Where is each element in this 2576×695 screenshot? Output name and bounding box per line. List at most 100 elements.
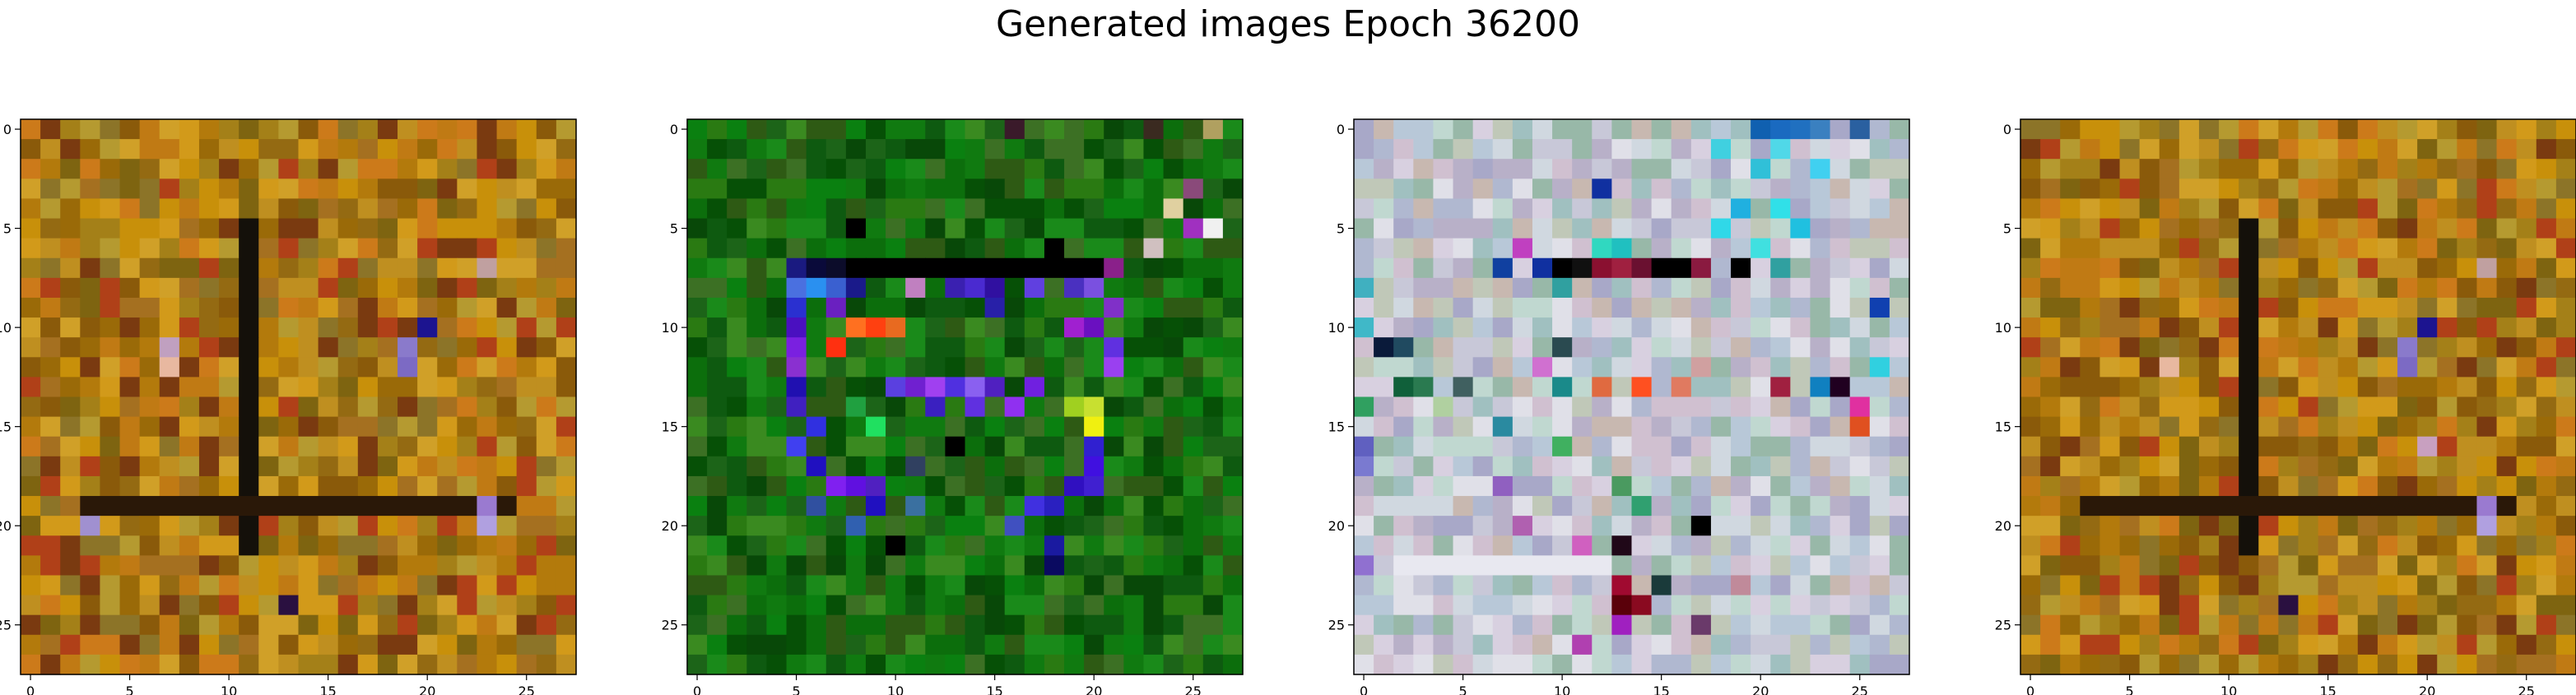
pixel <box>1810 218 1831 239</box>
pixel <box>2357 575 2378 596</box>
pixel <box>1143 634 1165 656</box>
pixel <box>1024 535 1045 556</box>
pixel <box>1671 257 1692 279</box>
pixel <box>179 555 200 577</box>
figure-title: Generated images Epoch 36200 <box>995 3 1581 45</box>
pixel <box>80 159 101 179</box>
pixel <box>2298 119 2319 140</box>
pixel <box>100 139 121 160</box>
pixel <box>2080 456 2101 477</box>
pixel <box>2239 277 2259 299</box>
pixel <box>1143 555 1165 577</box>
pixel <box>1104 238 1124 259</box>
pixel <box>1830 159 1851 179</box>
pixel <box>1143 516 1165 536</box>
pixel <box>219 535 239 556</box>
pixel <box>806 257 827 279</box>
pixel <box>1572 178 1593 200</box>
pixel <box>2258 238 2279 259</box>
pixel <box>806 654 827 675</box>
pixel <box>1202 595 1224 616</box>
pixel <box>398 516 418 536</box>
pixel <box>2139 337 2160 358</box>
pixel <box>516 178 537 200</box>
pixel <box>2278 337 2299 358</box>
pixel <box>159 575 180 596</box>
pixel <box>337 317 359 338</box>
pixel <box>727 337 747 358</box>
pixel <box>2278 555 2299 577</box>
pixel <box>2080 496 2101 517</box>
pixel <box>2139 159 2160 179</box>
pixel <box>2516 337 2537 358</box>
pixel <box>1004 159 1025 179</box>
pixel <box>278 277 300 299</box>
pixel <box>687 257 708 279</box>
pixel <box>806 198 827 220</box>
pixel <box>239 159 259 179</box>
pixel <box>1104 654 1124 675</box>
pixel <box>2219 297 2239 318</box>
pixel <box>198 634 220 656</box>
pixel <box>2178 595 2200 616</box>
pixel <box>398 535 418 556</box>
pixel <box>298 178 319 200</box>
pixel <box>746 198 768 220</box>
pixel <box>80 634 101 656</box>
pixel <box>2437 516 2457 536</box>
pixel <box>825 496 847 517</box>
pixel <box>825 377 847 398</box>
pixel <box>2219 575 2239 596</box>
pixel <box>239 555 259 577</box>
pixel <box>2397 198 2418 220</box>
pixel <box>1374 139 1394 160</box>
pixel <box>2040 377 2061 398</box>
pixel <box>437 297 458 318</box>
pixel <box>984 436 1006 457</box>
pixel <box>2357 595 2378 616</box>
pixel <box>2318 357 2339 378</box>
pixel <box>1004 614 1025 636</box>
pixel <box>298 119 319 140</box>
pixel <box>398 555 418 577</box>
pixel <box>2496 614 2518 636</box>
pixel <box>417 178 438 200</box>
pixel <box>1143 595 1165 616</box>
pixel <box>2357 198 2378 220</box>
pixel <box>1830 634 1851 656</box>
pixel <box>398 654 418 675</box>
pixel <box>1222 178 1244 200</box>
pixel <box>1202 218 1224 239</box>
pixel <box>198 277 220 299</box>
pixel <box>2198 475 2220 497</box>
y-tick-label: 15 <box>662 419 678 435</box>
pixel <box>1751 535 1771 556</box>
pixel <box>1413 337 1434 358</box>
pixel <box>2278 297 2299 318</box>
pixel <box>219 159 239 179</box>
pixel <box>139 456 160 477</box>
pixel <box>318 119 339 140</box>
pixel <box>1413 436 1434 457</box>
pixel <box>2040 297 2061 318</box>
pixel <box>2417 377 2438 398</box>
pixel <box>1354 416 1374 438</box>
pixel <box>1433 337 1454 358</box>
pixel <box>1064 119 1085 140</box>
pixel <box>536 377 557 398</box>
pixel <box>556 357 577 378</box>
pixel <box>2060 139 2081 160</box>
pixel <box>40 377 61 398</box>
pixel <box>2298 218 2319 239</box>
pixel <box>2239 396 2259 418</box>
pixel <box>139 178 160 200</box>
pixel <box>496 416 518 438</box>
pixel <box>1889 634 1910 656</box>
pixel <box>2278 277 2299 299</box>
pixel <box>1024 357 1045 378</box>
pixel <box>219 277 239 299</box>
pixel <box>1810 456 1831 477</box>
pixel <box>2258 416 2279 438</box>
pixel <box>2476 257 2498 279</box>
pixel <box>1004 496 1025 517</box>
